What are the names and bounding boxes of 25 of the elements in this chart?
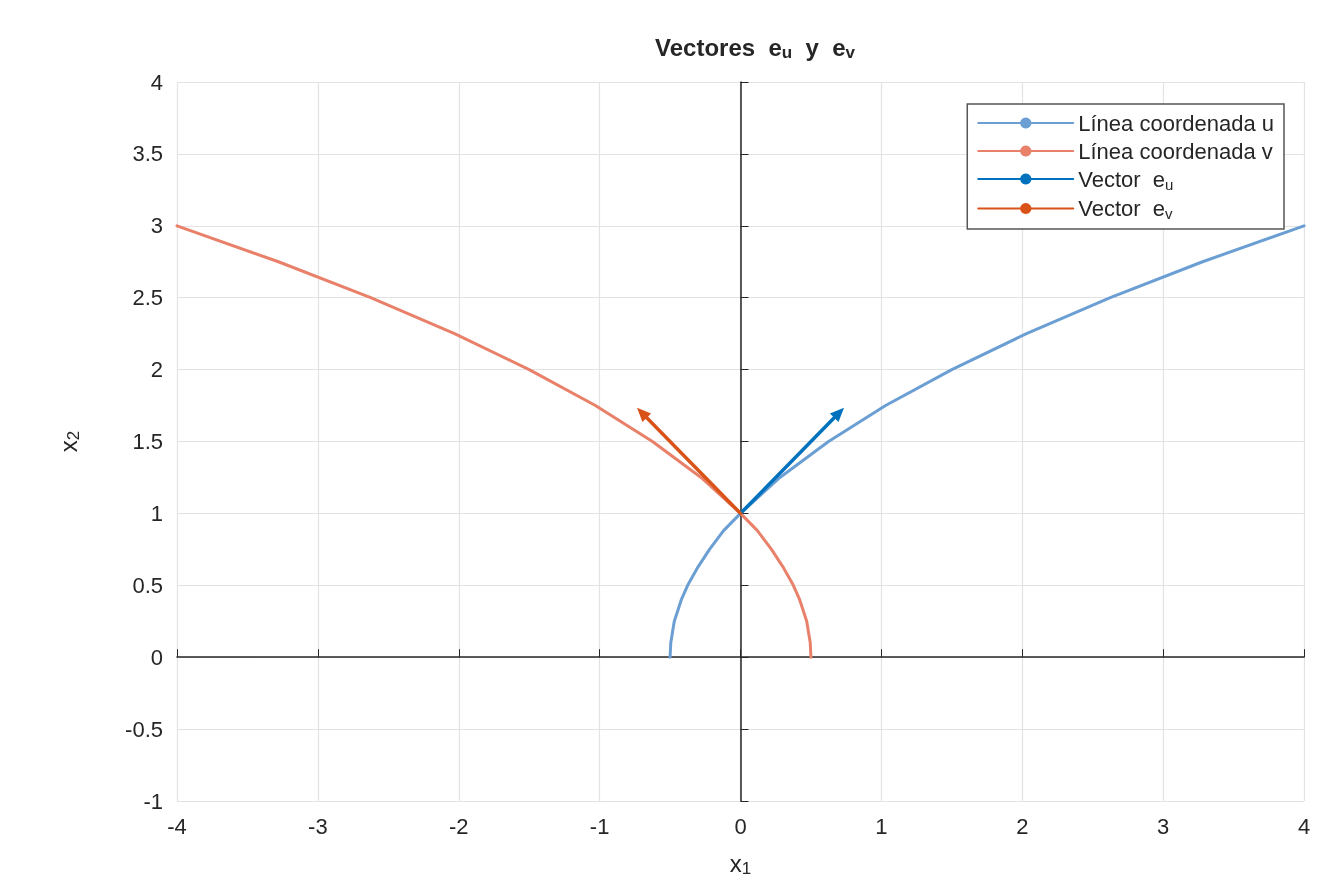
x-tick-label: 2 [1016,813,1029,839]
y-tick-label: 2.5 [132,285,163,311]
y-tick-label: 3 [150,213,163,239]
x-tick-label: 1 [875,813,888,839]
y-tick-label: 3.5 [132,141,163,167]
line-series [175,224,813,659]
y-axis-title: x2 [54,430,83,453]
x-tick-label: -2 [448,813,469,839]
line-series [668,224,1306,659]
y-tick-label: 0 [150,644,163,670]
y-tick-label: -0.5 [125,716,163,742]
x-tick-label: -1 [589,813,610,839]
y-tick-label: -1 [143,788,163,814]
y-tick-label: 1 [150,500,163,526]
x-tick-label: 3 [1157,813,1170,839]
x-tick-label: 4 [1297,813,1311,839]
x-tick-label: 0 [734,813,747,839]
y-tick-label: 4 [150,69,163,95]
y-tick-label: 0.5 [132,572,163,598]
y-tick-label: 2 [150,357,163,383]
x-tick-label: -3 [308,813,328,839]
legend-label: Línea coordenada u [1078,110,1275,136]
y-tick-label: 1.5 [132,429,163,454]
legend-label: Línea coordenada v [1078,138,1273,164]
x-tick-label: -4 [167,813,187,839]
